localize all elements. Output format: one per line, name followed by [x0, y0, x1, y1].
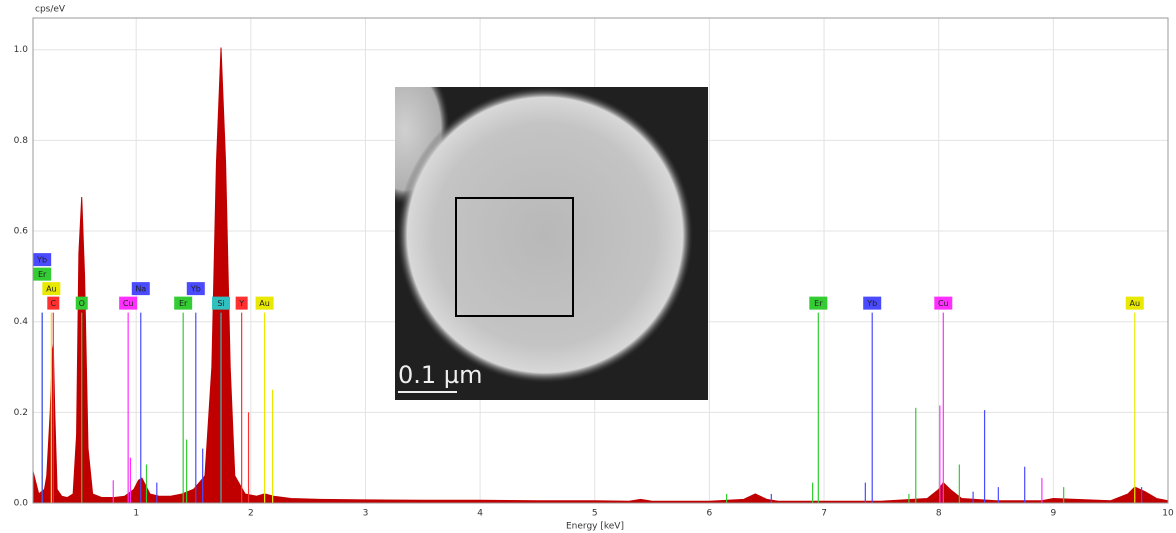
x-tick-label: 2 [248, 509, 254, 519]
element-label: O [79, 299, 85, 308]
y-tick-label: 1.0 [14, 45, 29, 55]
element-label: Er [814, 299, 823, 308]
element-label: Yb [36, 256, 47, 265]
x-tick-label: 7 [821, 509, 827, 519]
element-label: Na [135, 285, 146, 294]
y-tick-label: 0.4 [14, 317, 29, 327]
element-label: Au [259, 299, 270, 308]
x-tick-label: 5 [592, 509, 598, 519]
x-tick-label: 4 [477, 509, 483, 519]
element-label: Au [1129, 299, 1140, 308]
element-label: Cu [123, 299, 134, 308]
element-label: Yb [190, 285, 201, 294]
x-tick-label: 10 [1162, 509, 1174, 519]
x-axis-label: Energy [keV] [566, 522, 624, 532]
element-label: Er [38, 270, 47, 279]
element-label: Au [46, 285, 57, 294]
y-axis-label: cps/eV [35, 5, 66, 15]
element-label: Y [238, 299, 244, 308]
element-label: Er [179, 299, 188, 308]
x-tick-label: 6 [707, 509, 713, 519]
x-tick-label: 9 [1050, 509, 1056, 519]
scale-bar-label: 0.1 µm [398, 361, 482, 389]
y-tick-label: 0.0 [14, 499, 29, 509]
y-tick-label: 0.8 [14, 136, 29, 146]
x-tick-label: 3 [363, 509, 369, 519]
inset-image: 0.1 µm [360, 55, 708, 400]
x-tick-label: 8 [936, 509, 942, 519]
inset-particle [397, 87, 693, 383]
element-label: C [50, 299, 56, 308]
x-tick-label: 1 [133, 509, 139, 519]
element-label: Yb [866, 299, 877, 308]
y-tick-label: 0.6 [14, 227, 29, 237]
element-label: Cu [938, 299, 949, 308]
y-tick-label: 0.2 [14, 408, 28, 418]
element-label: Si [217, 299, 224, 308]
chart: COCuNaErYbSiYAuAuErYbErYbCuAu cps/eV Ene… [0, 0, 1176, 533]
